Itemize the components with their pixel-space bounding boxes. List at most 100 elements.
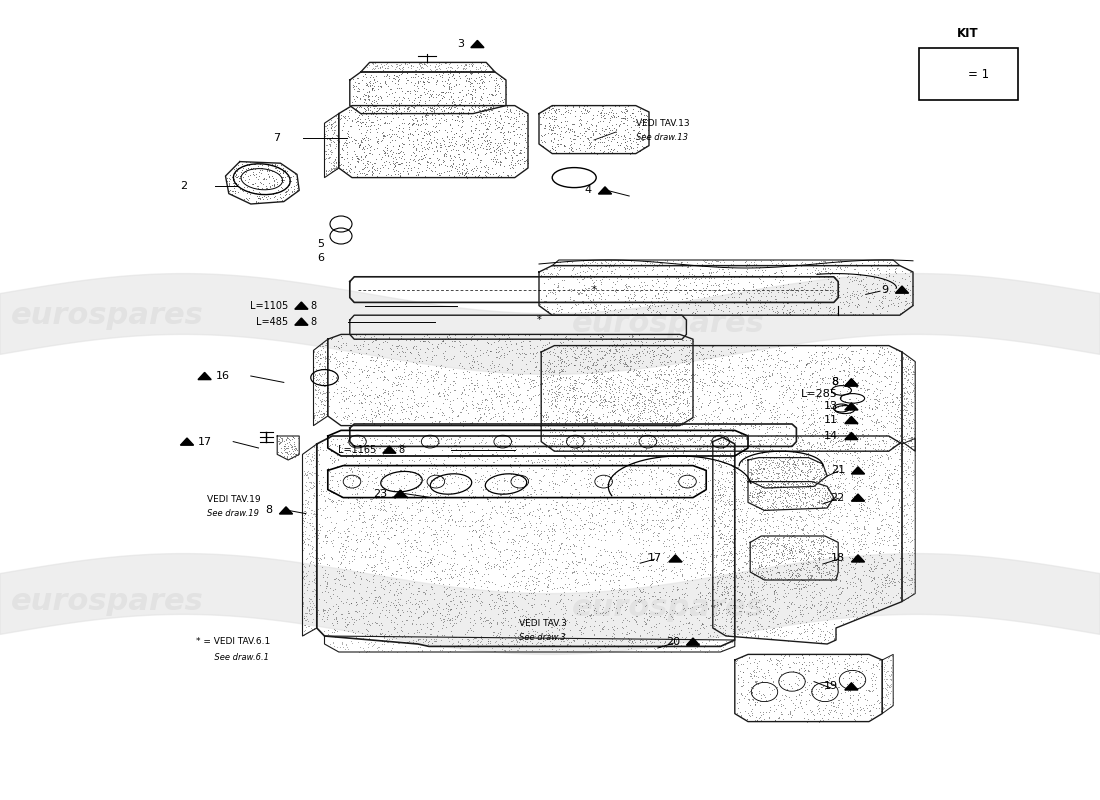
Point: [552, 537, 570, 550]
Point: [548, 390, 565, 402]
Point: [338, 337, 355, 350]
Point: [400, 474, 418, 487]
Point: [354, 153, 372, 166]
Point: [764, 615, 782, 628]
Point: [619, 429, 637, 442]
Point: [477, 112, 495, 125]
Point: [730, 495, 748, 508]
Point: [796, 425, 814, 438]
Point: [691, 442, 708, 455]
Point: [903, 534, 921, 546]
Point: [674, 450, 692, 462]
Point: [580, 350, 597, 363]
Point: [524, 587, 541, 600]
Point: [403, 346, 420, 359]
Point: [872, 290, 890, 303]
Point: [742, 495, 760, 508]
Point: [833, 501, 850, 514]
Point: [684, 258, 702, 271]
Point: [583, 359, 601, 372]
Point: [349, 565, 366, 578]
Point: [421, 572, 439, 585]
Point: [470, 77, 487, 90]
Point: [690, 362, 707, 374]
Point: [381, 72, 398, 85]
Point: [827, 459, 845, 472]
Point: [442, 477, 460, 490]
Point: [344, 474, 362, 487]
Point: [492, 170, 509, 182]
Point: [827, 443, 845, 456]
Point: [764, 554, 782, 567]
Point: [257, 180, 275, 193]
Point: [595, 396, 613, 409]
Point: [635, 423, 652, 436]
Point: [798, 287, 815, 300]
Point: [557, 394, 574, 407]
Point: [419, 382, 437, 395]
Point: [515, 110, 532, 122]
Point: [660, 398, 678, 410]
Point: [437, 62, 454, 74]
Point: [700, 602, 717, 615]
Point: [660, 259, 678, 272]
Point: [316, 393, 333, 406]
Point: [364, 550, 382, 563]
Point: [338, 126, 355, 139]
Point: [579, 122, 596, 134]
Point: [793, 539, 811, 552]
Point: [454, 400, 472, 413]
Point: [460, 103, 477, 116]
Point: [619, 366, 637, 378]
Point: [537, 547, 554, 560]
Point: [474, 454, 492, 467]
Point: [839, 556, 857, 569]
Point: [652, 559, 670, 572]
Point: [821, 650, 838, 663]
Point: [473, 130, 491, 143]
Point: [638, 360, 656, 373]
Point: [448, 367, 465, 380]
Point: [462, 146, 480, 158]
Point: [554, 406, 572, 419]
Point: [752, 588, 770, 601]
Point: [795, 296, 813, 309]
Point: [520, 497, 538, 510]
Point: [434, 150, 452, 162]
Point: [488, 414, 506, 427]
Point: [657, 291, 674, 304]
Point: [582, 300, 600, 313]
Point: [835, 496, 852, 509]
Point: [674, 492, 692, 505]
Point: [905, 465, 923, 478]
Point: [475, 407, 493, 420]
Point: [754, 607, 771, 620]
Point: [368, 433, 386, 446]
Point: [404, 70, 421, 83]
Point: [767, 429, 784, 442]
Point: [902, 393, 920, 406]
Point: [668, 279, 685, 292]
Point: [725, 500, 742, 513]
Point: [796, 684, 814, 697]
Point: [869, 416, 887, 429]
Point: [813, 255, 830, 268]
Point: [437, 471, 454, 484]
Point: [829, 510, 847, 523]
Point: [481, 143, 498, 156]
Point: [351, 509, 369, 522]
Point: [852, 309, 870, 322]
Point: [659, 411, 676, 424]
Point: [418, 155, 436, 168]
Point: [384, 385, 402, 398]
Point: [758, 456, 776, 469]
Point: [849, 293, 867, 306]
Point: [849, 376, 867, 389]
Point: [658, 381, 675, 394]
Point: [439, 646, 456, 658]
Point: [658, 415, 675, 428]
Point: [230, 174, 248, 187]
Point: [466, 344, 484, 357]
Point: [571, 358, 588, 370]
Point: [437, 610, 454, 622]
